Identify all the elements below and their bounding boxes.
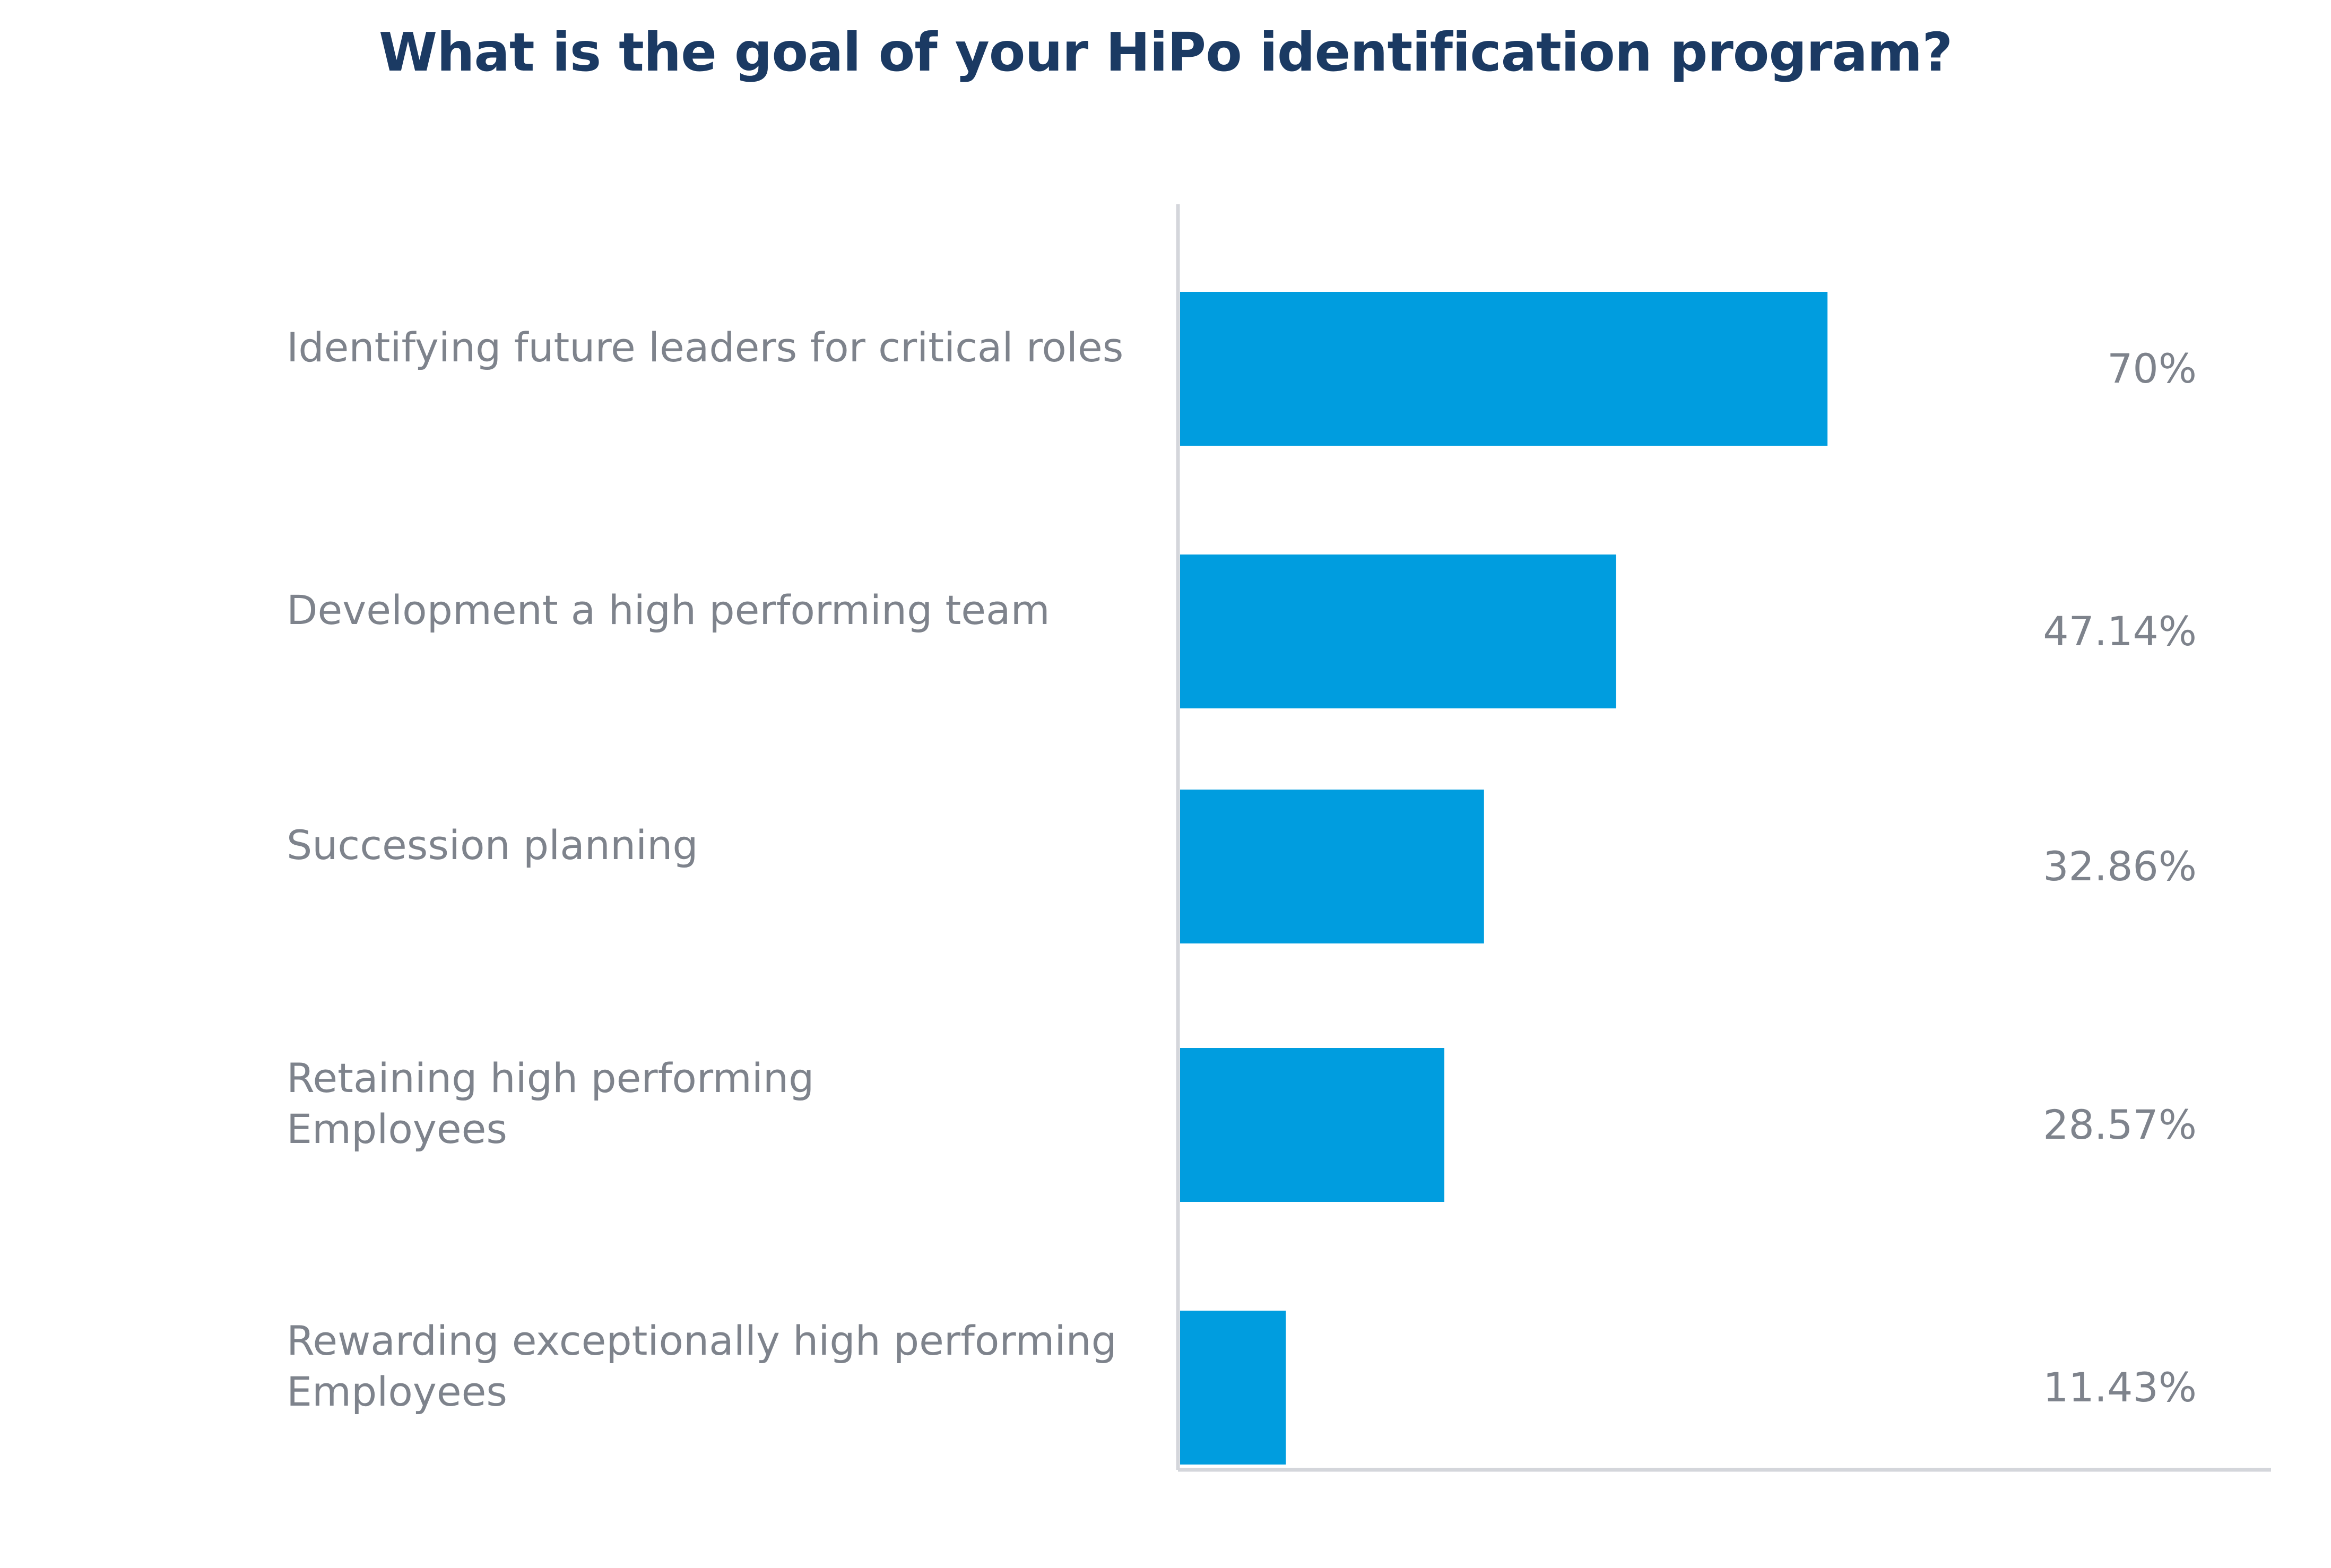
value-label: 70%	[2107, 345, 2197, 392]
bar	[1180, 790, 1484, 943]
bar	[1180, 555, 1616, 708]
category-label-line: Employees	[287, 1105, 507, 1153]
category-label: Identifying future leaders for critical …	[287, 324, 1123, 371]
category-label: Rewarding exceptionally high performing E…	[287, 1317, 1117, 1415]
value-label: 47.14%	[2043, 608, 2197, 655]
category-label-line: Development a high performing team	[287, 586, 1050, 634]
category-label: Succession planning	[287, 821, 698, 869]
bar	[1180, 292, 1828, 446]
category-label-line: Identifying future leaders for critical …	[287, 324, 1123, 371]
value-label: 32.86%	[2043, 843, 2197, 890]
category-label-line: Rewarding exceptionally high performing	[287, 1317, 1117, 1364]
value-label: 11.43%	[2043, 1364, 2197, 1411]
category-label: Development a high performing team	[287, 586, 1050, 634]
category-label-line: Employees	[287, 1368, 507, 1415]
bar	[1180, 1311, 1286, 1465]
chart-title: What is the goal of your HiPo identifica…	[378, 21, 1953, 83]
value-label: 28.57%	[2043, 1101, 2197, 1148]
bar	[1180, 1048, 1444, 1202]
category-label-line: Retaining high performing	[287, 1054, 814, 1102]
category-label: Retaining high performing Employees	[287, 1054, 814, 1153]
category-label-line: Succession planning	[287, 821, 698, 869]
